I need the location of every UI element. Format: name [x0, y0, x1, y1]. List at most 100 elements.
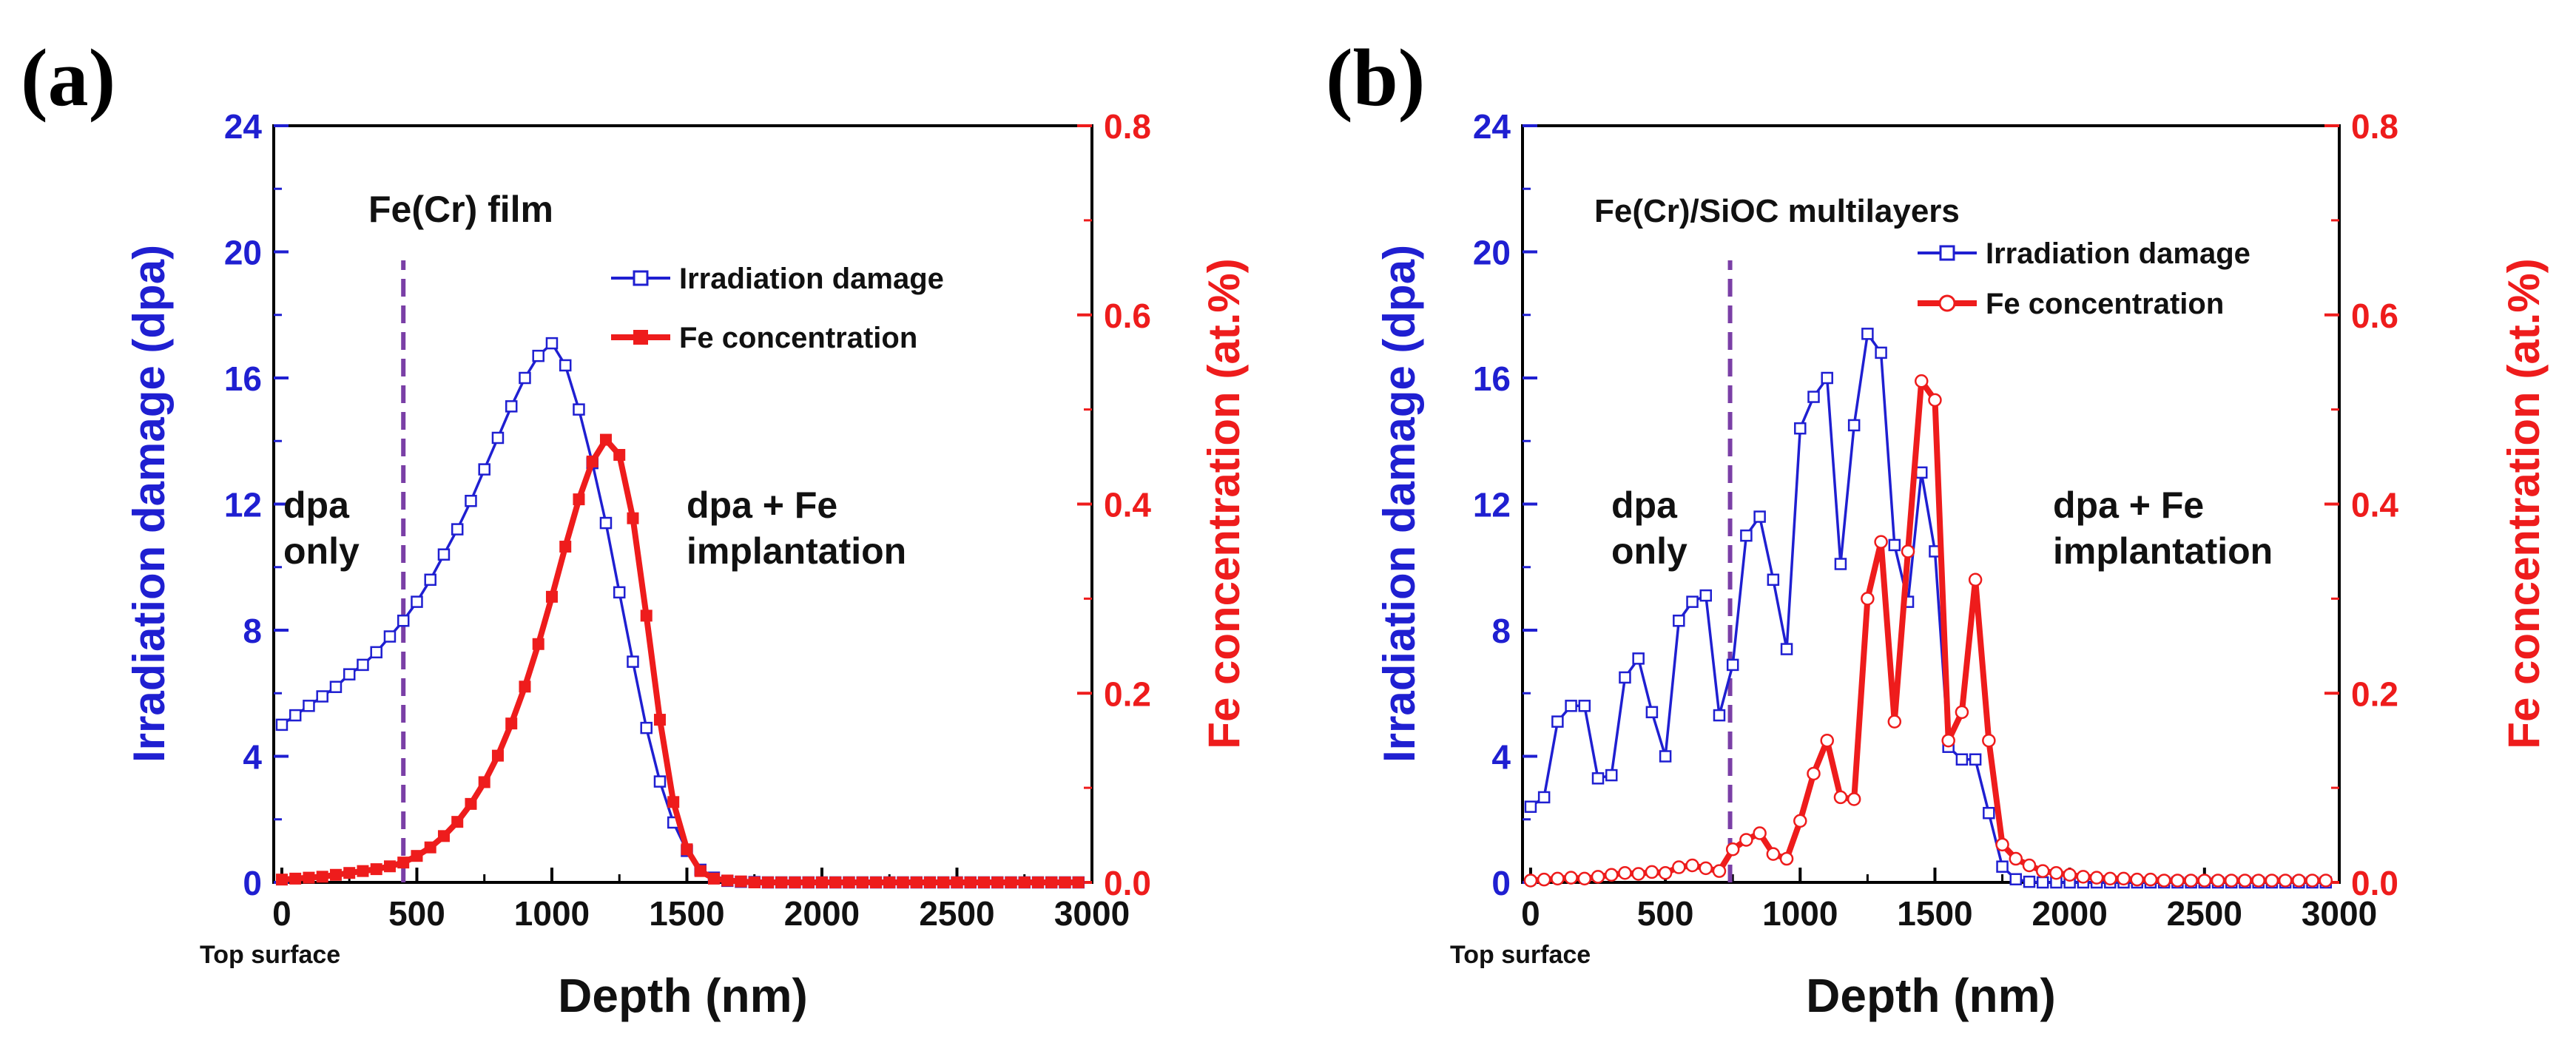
- panel-a-y2-axis-label: Fe concentration (at.%): [1199, 258, 1249, 749]
- panel-b-irradiation-damage-point: [1632, 652, 1645, 665]
- panel-b-irradiation-damage-point: [1565, 700, 1577, 712]
- panel-b-fe-concentration-point: [1779, 851, 1794, 866]
- panel-a-annotation-implantation: implantation: [687, 530, 906, 572]
- panel-b-irradiation-damage-point: [1780, 643, 1793, 655]
- panel-b: (b) 0 500 1000 1500 2000 2500 3000 0 4 8 12 16 20 24…: [1326, 33, 2549, 1022]
- panel-a-irradiation-damage-point: [397, 614, 410, 627]
- panel-a-irradiation-damage-point: [640, 721, 653, 734]
- panel-a-y-ticks: 0 4 8 12 16 20 24: [224, 107, 289, 902]
- panel-b-irradiation-damage-point: [1713, 709, 1726, 722]
- panel-a-fe-concentration-point: [275, 874, 288, 886]
- panel-a-fe-concentration-point: [316, 871, 328, 883]
- panel-b-irradiation-damage-point: [2036, 876, 2049, 889]
- panel-b-y2-axis-label: Fe concentration (at.%): [2499, 258, 2549, 749]
- panel-a-y2-tick-label: 0.2: [1104, 675, 1151, 713]
- panel-a-y-axis-label: Irradiation damage (dpa): [124, 245, 174, 763]
- panel-b-irradiation-damage-point: [1686, 595, 1699, 608]
- panel-b-y2-tick-label: 0.0: [2351, 864, 2398, 902]
- panel-a-irradiation-damage-point: [465, 494, 477, 507]
- panel-b-fe-concentration-series: [1523, 374, 2333, 888]
- panel-b-fe-concentration-point: [1847, 792, 1861, 806]
- panel-a-fe-concentration-point: [910, 876, 923, 888]
- panel-b-irradiation-damage-point: [1605, 768, 1618, 782]
- panel-a-fe-concentration-point: [923, 876, 936, 888]
- panel-b-irradiation-damage-point: [1699, 589, 1713, 602]
- panel-b-fe-concentration-point: [1793, 814, 1807, 828]
- panel-a-y-tick-label: 20: [224, 234, 262, 272]
- panel-a-fe-concentration-point: [573, 493, 585, 506]
- panel-b-fe-concentration-point: [2184, 874, 2198, 888]
- panel-b-fe-concentration-point: [1604, 868, 1619, 882]
- panel-b-irradiation-damage-point: [1524, 800, 1537, 813]
- panel-a-fe-concentration-point: [897, 876, 909, 888]
- panel-a-irradiation-damage-point: [478, 463, 490, 476]
- panel-b-y-ticks: 0 4 8 12 16 20 24: [1473, 107, 1537, 902]
- panel-b-irradiation-damage-point: [1551, 715, 1564, 728]
- panel-a-fe-concentration-point: [815, 876, 828, 888]
- panel-a-fe-concentration-point: [789, 876, 801, 888]
- panel-b-irradiation-damage-point: [1645, 706, 1659, 719]
- panel-a-irradiation-damage-point: [599, 516, 613, 530]
- panel-a-y2-tick-label: 0.6: [1104, 297, 1151, 335]
- panel-a-irradiation-damage-point: [329, 680, 343, 693]
- panel-a-fe-concentration-point: [532, 638, 544, 650]
- panel-a-fe-concentration-point: [599, 433, 612, 446]
- panel-b-fe-concentration-point: [2035, 864, 2050, 878]
- panel-a-top-surface-label: Top surface: [200, 941, 340, 969]
- panel-b-y2-tick-label: 0.6: [2351, 297, 2398, 335]
- panel-a-x-tick-label: 1000: [514, 894, 590, 933]
- panel-a-irradiation-damage-point: [653, 775, 667, 788]
- panel-b-irradiation-damage-series: [1524, 328, 2333, 889]
- panel-a-fe-concentration-point: [383, 860, 396, 873]
- panel-b-fe-concentration-point: [2171, 874, 2185, 888]
- panel-b-fe-concentration-point: [1820, 733, 1834, 748]
- panel-a-irradiation-damage-point: [303, 700, 315, 712]
- panel-b-irradiation-damage-point: [2009, 873, 2023, 885]
- panel-a-fe-concentration-point: [303, 871, 315, 884]
- panel-a-x-tick-label: 3000: [1054, 894, 1130, 933]
- panel-b-fe-concentration-point: [1914, 374, 1929, 388]
- panel-a-y2-tick-label: 0.4: [1104, 486, 1151, 524]
- panel-a-fe-concentration-point: [343, 867, 356, 879]
- panel-b-y2-tick-label: 0.4: [2351, 486, 2398, 524]
- panel-b-fe-concentration-point: [1887, 715, 1902, 729]
- panel-a-irradiation-damage-point: [424, 573, 436, 587]
- panel-a-legend: Irradiation damage Fe concentration: [611, 263, 944, 354]
- panel-a-fe-concentration-point: [775, 876, 788, 888]
- panel-a-fe-concentration-point: [627, 512, 639, 524]
- panel-a-fe-concentration-point: [694, 865, 707, 877]
- panel-b-irradiation-damage-point: [1726, 658, 1739, 672]
- panel-a-x-tick-label: 2500: [919, 894, 994, 933]
- panel-a-fe-concentration-series: [275, 433, 1085, 888]
- panel-b-fe-concentration-point: [2009, 851, 2023, 866]
- panel-b-irradiation-damage-point: [1537, 791, 1551, 804]
- panel-a-fe-concentration-point: [1059, 876, 1071, 888]
- panel-a-legend-marker-irradiation: [633, 270, 649, 286]
- panel-a-fe-concentration-point: [411, 850, 423, 862]
- panel-a-fe-concentration-point: [545, 590, 558, 603]
- panel-b-fe-concentration-point: [1766, 847, 1781, 861]
- panel-a-label: (a): [21, 33, 115, 123]
- panel-a-x-axis-label: Depth (nm): [558, 969, 808, 1022]
- panel-a-fe-concentration-point: [1045, 876, 1058, 888]
- panel-a-fe-concentration-point: [559, 541, 572, 553]
- panel-b-annotation-implantation: implantation: [2053, 530, 2273, 572]
- panel-a-fe-concentration-point: [829, 876, 842, 888]
- panel-b-y-tick-label: 16: [1473, 359, 1511, 398]
- panel-b-x-tick-label: 2000: [2032, 894, 2107, 933]
- panel-a-fe-concentration-point: [370, 863, 382, 876]
- panel-b-x-tick-label: 0: [1521, 894, 1540, 933]
- panel-b-fe-concentration-point: [1591, 870, 1605, 884]
- panel-b-fe-concentration-point: [2049, 865, 2063, 880]
- panel-a-y-tick-label: 0: [243, 864, 262, 902]
- panel-a-plot-area: [275, 260, 1085, 889]
- panel-b-irradiation-damage-point: [1955, 753, 1969, 766]
- panel-b-fe-concentration-point: [2265, 874, 2279, 888]
- panel-b-fe-concentration-point: [1874, 535, 1888, 549]
- panel-a-irradiation-damage-point: [627, 655, 639, 668]
- panel-b-y2-ticks: 0.0 0.2 0.4 0.6 0.8: [2324, 107, 2398, 902]
- panel-a-fe-concentration-point: [856, 876, 869, 888]
- panel-a-fe-concentration-point: [357, 865, 369, 877]
- panel-b-fe-concentration-point: [2143, 872, 2158, 887]
- panel-b-y-tick-label: 12: [1473, 486, 1511, 524]
